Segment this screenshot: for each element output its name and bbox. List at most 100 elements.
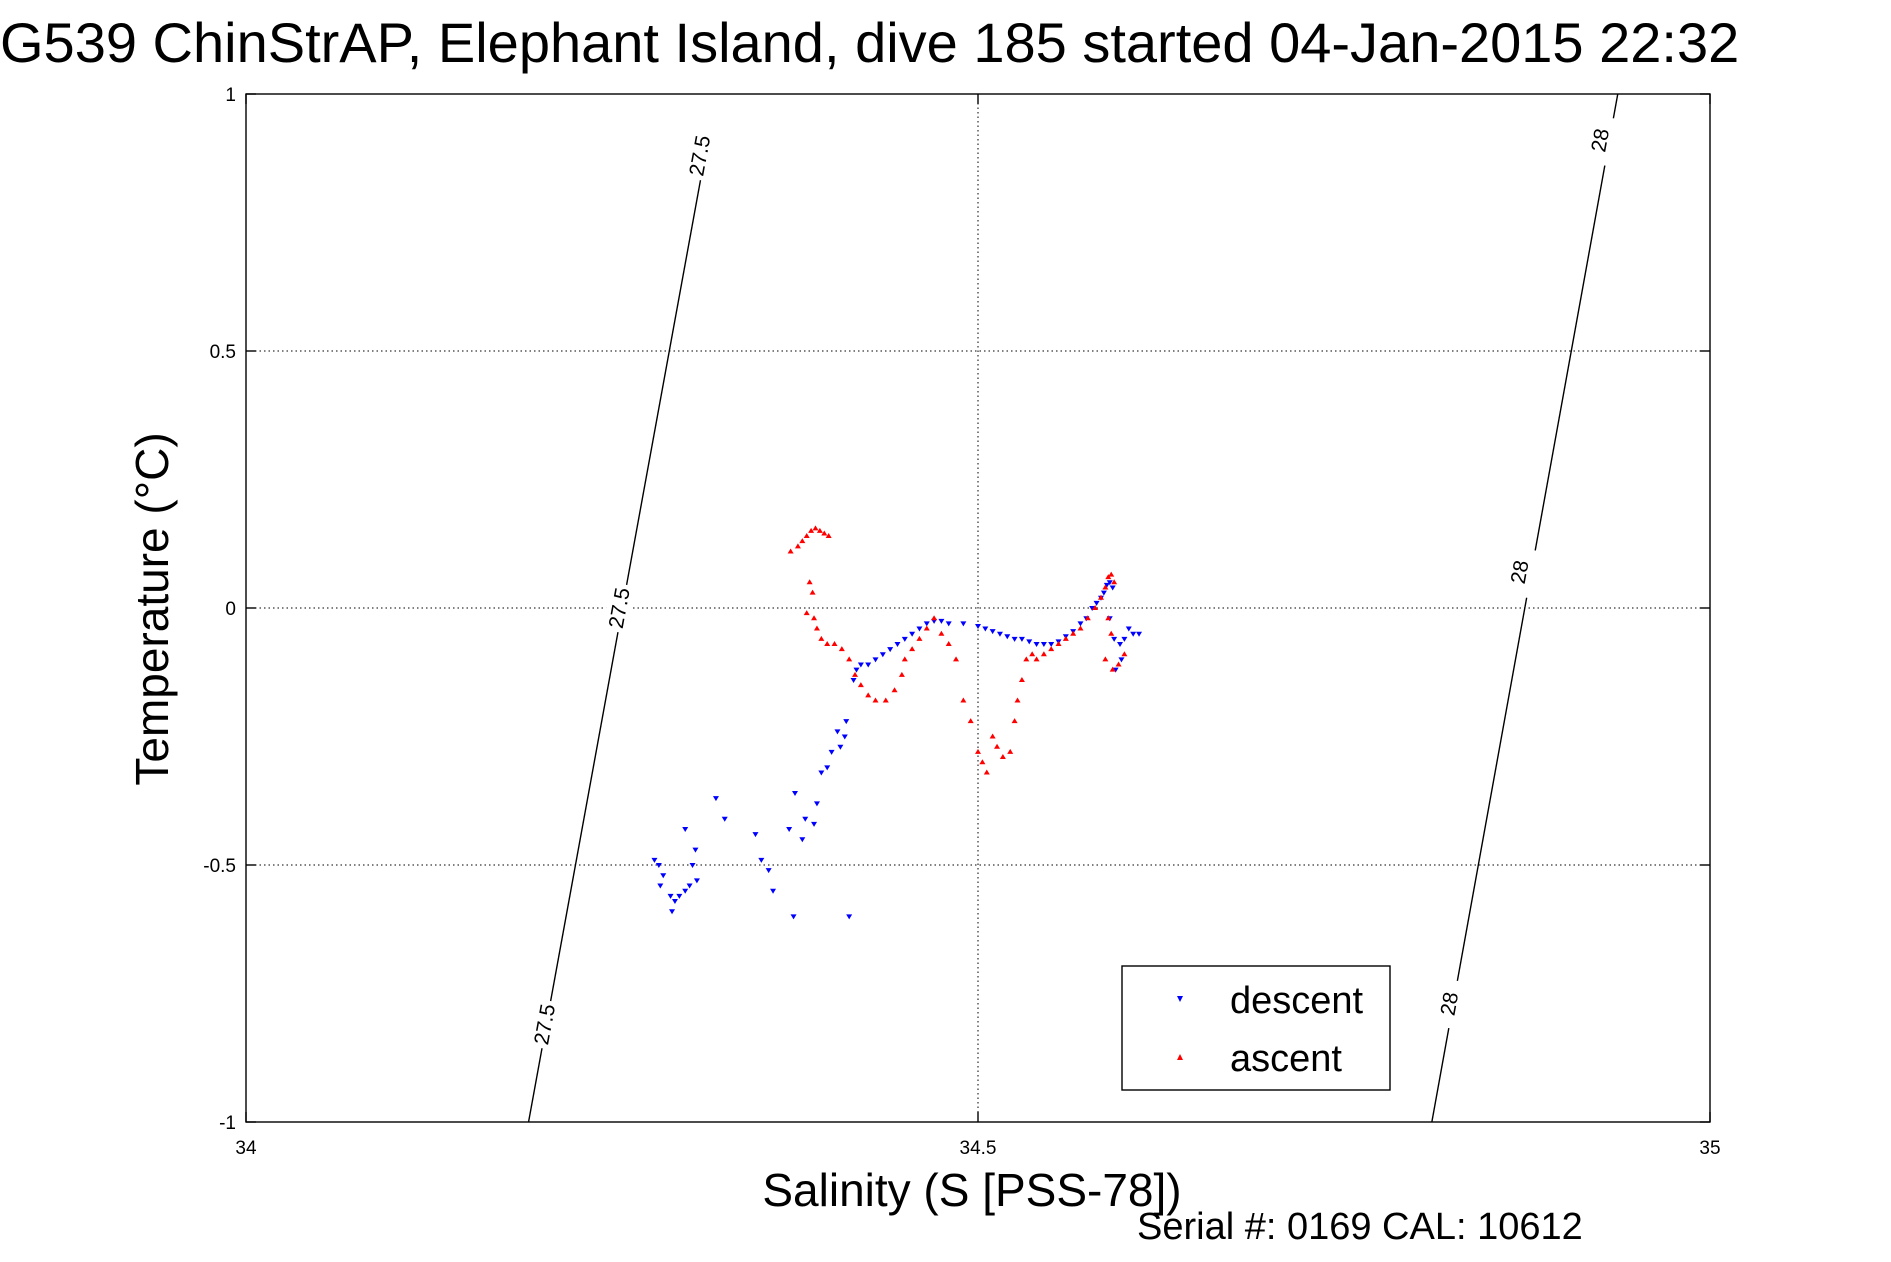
point-ascent xyxy=(1048,646,1055,652)
point-descent xyxy=(1093,600,1100,606)
point-descent xyxy=(824,765,831,771)
point-descent xyxy=(669,909,676,915)
x-tick-label: 34 xyxy=(235,1138,257,1159)
point-descent xyxy=(841,734,848,740)
y-tick-label: 1 xyxy=(225,85,236,106)
point-descent xyxy=(960,621,967,627)
point-descent xyxy=(765,868,772,874)
serial-cal-footer: Serial #: 0169 CAL: 10612 xyxy=(1137,1206,1583,1248)
point-ascent xyxy=(821,530,828,536)
point-ascent xyxy=(916,635,923,641)
point-descent xyxy=(901,636,908,642)
point-descent xyxy=(657,883,664,889)
point-descent xyxy=(1111,636,1118,642)
contour-label: 28 xyxy=(1437,990,1464,1017)
point-descent xyxy=(975,623,981,629)
point-descent xyxy=(945,621,952,627)
point-ascent xyxy=(983,769,990,775)
point-ascent xyxy=(1115,661,1122,667)
point-ascent xyxy=(1055,640,1062,646)
contour-line-28 xyxy=(1431,93,1619,1123)
point-ascent xyxy=(1029,651,1036,657)
point-descent xyxy=(813,801,820,807)
point-ascent xyxy=(1084,615,1091,621)
contour-label-group: 27.5 xyxy=(602,582,637,634)
point-descent xyxy=(790,914,797,920)
point-ascent xyxy=(979,759,986,765)
point-ascent xyxy=(787,548,794,554)
contour-label-bg xyxy=(1432,977,1467,1030)
point-descent xyxy=(1117,641,1124,647)
legend: descent ascent xyxy=(1121,965,1391,1091)
point-descent xyxy=(689,863,696,868)
point-descent xyxy=(857,662,864,668)
point-ascent xyxy=(872,697,879,703)
data-series xyxy=(651,525,1143,920)
point-descent xyxy=(872,657,879,663)
point-ascent xyxy=(831,640,838,646)
point-ascent xyxy=(808,527,815,533)
point-ascent xyxy=(1111,579,1118,585)
point-descent xyxy=(676,893,683,899)
point-ascent xyxy=(1109,666,1116,672)
point-ascent xyxy=(975,748,981,754)
point-descent xyxy=(721,816,728,822)
point-ascent xyxy=(938,630,945,636)
point-ascent xyxy=(1018,676,1025,682)
point-descent xyxy=(1100,590,1107,596)
point-ascent xyxy=(882,697,889,703)
point-descent xyxy=(1033,641,1040,647)
point-ascent xyxy=(1097,594,1104,600)
contour-label-bg xyxy=(1583,114,1618,167)
point-ascent xyxy=(813,625,820,631)
point-ascent xyxy=(1092,605,1099,610)
point-descent xyxy=(846,914,853,920)
point-descent xyxy=(671,898,678,904)
point-ascent xyxy=(806,579,813,585)
point-ascent xyxy=(816,527,823,533)
point-ascent xyxy=(931,615,938,621)
point-descent xyxy=(682,888,689,894)
contour-label-group: 27.5 xyxy=(527,998,562,1051)
point-ascent xyxy=(818,635,825,641)
point-descent xyxy=(916,626,923,632)
point-ascent xyxy=(799,538,806,544)
point-descent xyxy=(887,647,894,653)
point-ascent xyxy=(1105,574,1112,580)
point-descent xyxy=(1106,580,1113,586)
legend-box xyxy=(1121,965,1391,1091)
contour-label-group: 28 xyxy=(1432,977,1467,1030)
legend-marker-descent xyxy=(1177,996,1183,1002)
point-descent xyxy=(1130,631,1137,637)
contour-label-bg xyxy=(682,129,717,182)
point-ascent xyxy=(1121,651,1128,657)
point-ascent xyxy=(825,533,832,539)
legend-marker-ascent xyxy=(1177,1054,1183,1060)
point-ascent xyxy=(838,646,845,652)
point-descent xyxy=(1118,657,1125,663)
point-descent xyxy=(837,744,844,750)
point-descent xyxy=(792,791,798,797)
point-ascent xyxy=(811,615,818,621)
point-ascent xyxy=(812,525,819,531)
point-descent xyxy=(1089,606,1096,611)
point-descent xyxy=(938,618,945,624)
point-descent xyxy=(1109,585,1116,591)
point-descent xyxy=(655,863,662,868)
y-axis-label: Temperature (°C) xyxy=(126,432,178,785)
point-descent xyxy=(894,641,901,647)
contour-label-bg xyxy=(1502,546,1537,598)
point-descent xyxy=(802,816,809,822)
point-ascent xyxy=(953,656,960,662)
point-descent xyxy=(752,832,759,838)
point-ascent xyxy=(1040,651,1047,657)
point-descent xyxy=(811,821,818,827)
point-ascent xyxy=(1062,635,1069,641)
series-descent xyxy=(651,580,1143,920)
point-descent xyxy=(682,827,689,833)
grid-lines xyxy=(246,94,1710,1122)
x-axis-label: Salinity (S [PSS-78]) xyxy=(762,1164,1181,1216)
y-tick-label: 0.5 xyxy=(210,342,236,363)
legend-label-descent: descent xyxy=(1230,980,1364,1022)
point-ascent xyxy=(824,640,831,646)
